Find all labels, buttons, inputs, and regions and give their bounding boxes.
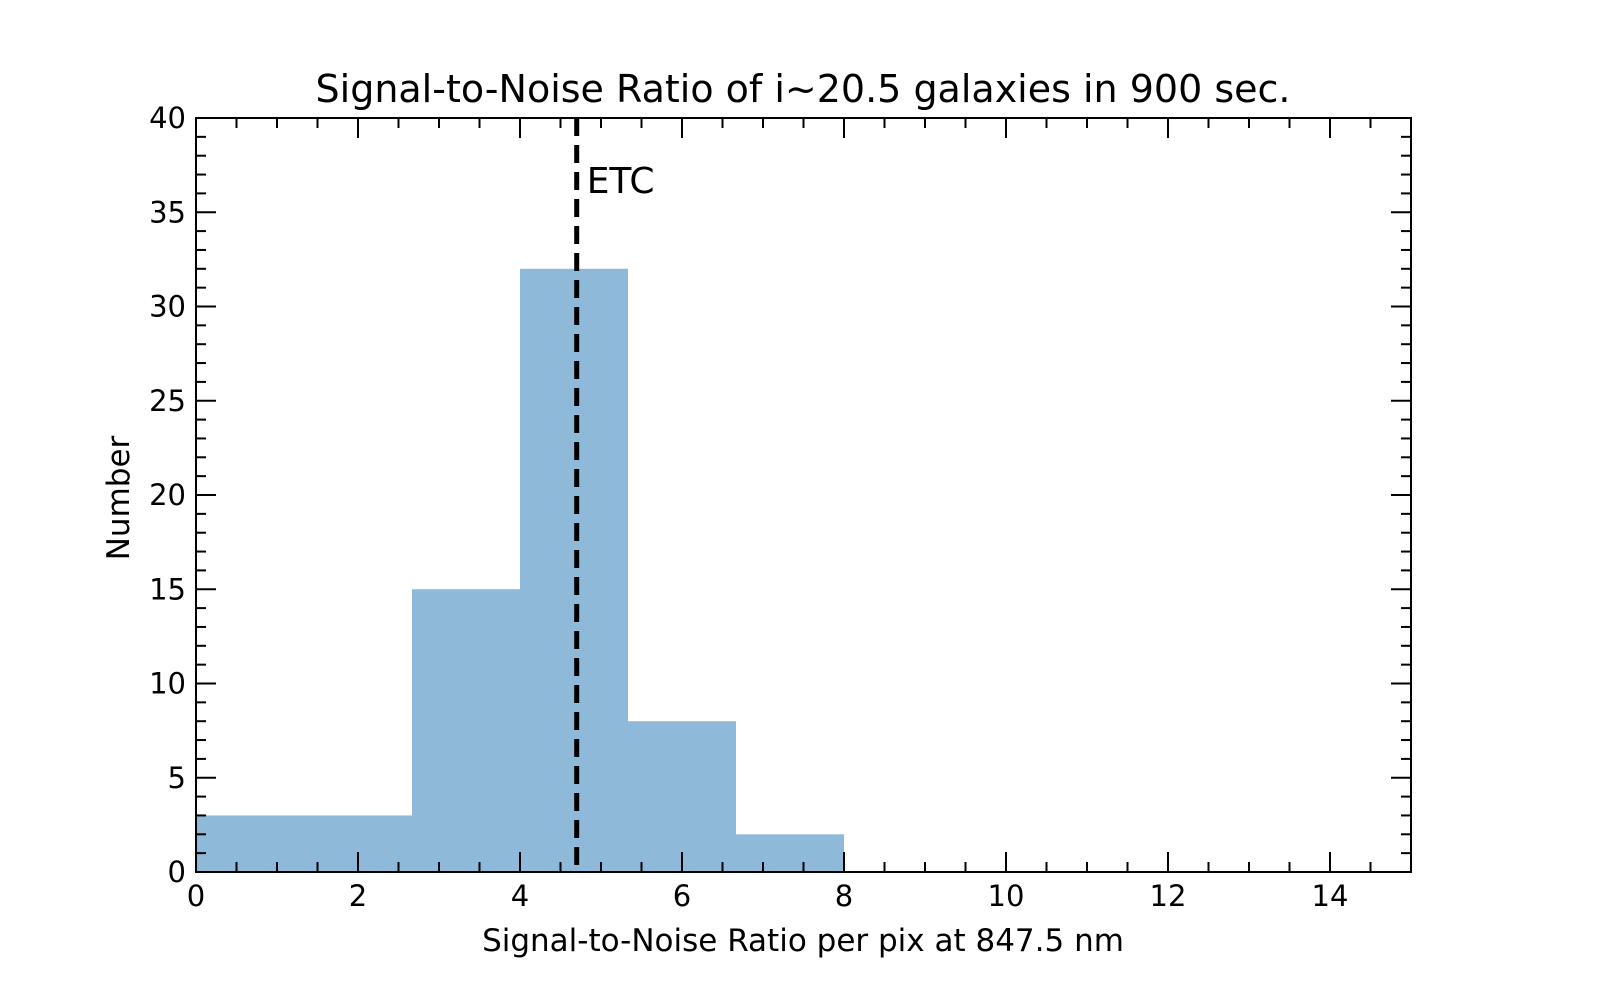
x-tick-label: 10 — [988, 879, 1025, 913]
x-tick-label: 12 — [1150, 879, 1187, 913]
histogram-bar — [412, 589, 520, 872]
histogram-bar — [196, 815, 304, 872]
axis-ticks — [195, 117, 1412, 873]
x-tick-label: 4 — [511, 879, 529, 913]
y-tick-label: 10 — [149, 667, 186, 701]
x-tick-label: 0 — [187, 879, 205, 913]
histogram-bar — [627, 721, 737, 872]
histogram-bar — [736, 834, 844, 872]
histogram-bars — [196, 268, 844, 872]
y-tick-label: 30 — [149, 290, 186, 324]
y-axis-label: Number — [101, 435, 137, 560]
y-tick-label: 20 — [149, 478, 186, 512]
y-tick-label: 5 — [168, 761, 186, 795]
x-axis-label: Signal-to-Noise Ratio per pix at 847.5 n… — [482, 923, 1124, 959]
x-tick-label: 8 — [835, 879, 853, 913]
x-tick-labels: 0 2 4 6 8 10 12 14 — [187, 879, 1349, 913]
histogram-bar — [520, 268, 628, 872]
chart-title: Signal-to-Noise Ratio of i~20.5 galaxies… — [316, 67, 1291, 111]
y-tick-label: 40 — [149, 101, 186, 135]
y-tick-label: 0 — [168, 855, 186, 889]
x-tick-label: 6 — [673, 879, 691, 913]
y-tick-label: 35 — [149, 195, 186, 229]
y-tick-labels: 0 5 10 15 20 25 30 35 40 — [149, 101, 186, 889]
x-tick-label: 2 — [349, 879, 367, 913]
etc-annotation-label: ETC — [587, 161, 655, 202]
y-tick-label: 15 — [149, 572, 186, 606]
y-tick-label: 25 — [149, 384, 186, 418]
plot-frame — [195, 117, 1412, 873]
x-tick-label: 14 — [1312, 879, 1349, 913]
